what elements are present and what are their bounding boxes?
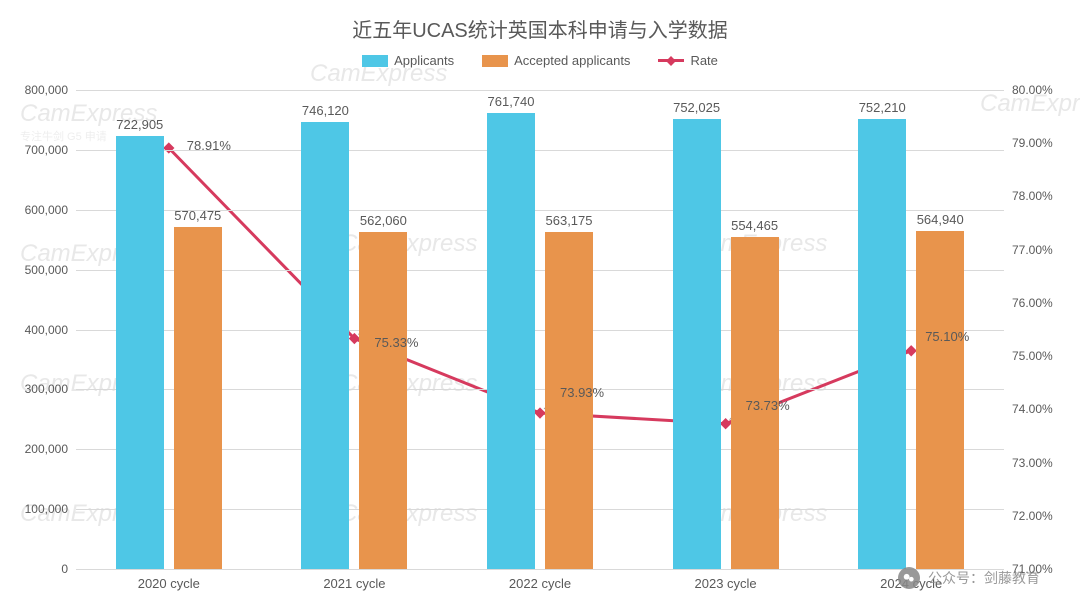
plot-area: 0100,000200,000300,000400,000500,000600,… [76,90,1004,569]
bar-applicants [858,119,906,569]
y-left-tick: 400,000 [25,323,68,337]
legend-item-applicants: Applicants [362,53,454,68]
rate-label: 78.91% [187,138,231,153]
bar-label-applicants: 722,905 [116,117,163,132]
y-left-tick: 500,000 [25,263,68,277]
y-left-tick: 200,000 [25,442,68,456]
x-tick: 2022 cycle [509,576,571,591]
y-right-tick: 75.00% [1012,349,1053,363]
footer-watermark: 公众号：剑藤教育 [898,567,1040,589]
y-left-tick: 100,000 [25,502,68,516]
gridline [76,569,1004,570]
rate-label: 75.33% [374,335,418,350]
bar-accepted [545,232,593,569]
x-tick: 2020 cycle [138,576,200,591]
legend-item-accepted: Accepted applicants [482,53,630,68]
y-left-tick: 0 [61,562,68,576]
y-right-tick: 78.00% [1012,189,1053,203]
rate-label: 75.10% [925,329,969,344]
y-right-tick: 72.00% [1012,509,1053,523]
legend: Applicants Accepted applicants Rate [0,53,1080,68]
bar-label-accepted: 554,465 [731,218,778,233]
rate-line [169,148,911,424]
y-left-tick: 800,000 [25,83,68,97]
bar-label-accepted: 563,175 [546,213,593,228]
footer-label: 公众号：剑藤教育 [928,568,1040,588]
bar-label-accepted: 564,940 [917,212,964,227]
legend-swatch-rate [658,59,684,62]
bar-label-accepted: 562,060 [360,213,407,228]
bar-label-accepted: 570,475 [174,208,221,223]
legend-label-accepted: Accepted applicants [514,53,630,68]
bar-accepted [359,232,407,569]
y-right-tick: 73.00% [1012,456,1053,470]
legend-swatch-applicants [362,55,388,67]
bar-applicants [673,119,721,569]
bar-label-applicants: 752,025 [673,100,720,115]
legend-swatch-accepted [482,55,508,67]
x-tick: 2023 cycle [695,576,757,591]
gridline [76,90,1004,91]
wechat-icon [898,567,920,589]
legend-label-applicants: Applicants [394,53,454,68]
rate-marker [906,345,917,356]
y-right-tick: 79.00% [1012,136,1053,150]
y-left-tick: 700,000 [25,143,68,157]
y-right-tick: 76.00% [1012,296,1053,310]
bar-label-applicants: 746,120 [302,103,349,118]
bar-applicants [116,136,164,569]
rate-label: 73.93% [560,385,604,400]
rate-label: 73.73% [746,398,790,413]
bar-label-applicants: 761,740 [488,94,535,109]
y-left-tick: 300,000 [25,382,68,396]
chart-title: 近五年UCAS统计英国本科申请与入学数据 [0,0,1080,43]
bar-applicants [487,113,535,569]
legend-label-rate: Rate [690,53,717,68]
bar-accepted [174,227,222,569]
y-right-tick: 74.00% [1012,402,1053,416]
y-right-tick: 77.00% [1012,243,1053,257]
x-tick: 2021 cycle [323,576,385,591]
bar-accepted [916,231,964,569]
rate-marker [534,407,545,418]
rate-marker [720,418,731,429]
y-left-tick: 600,000 [25,203,68,217]
bar-label-applicants: 752,210 [859,100,906,115]
y-right-tick: 80.00% [1012,83,1053,97]
legend-item-rate: Rate [658,53,717,68]
bar-applicants [301,122,349,569]
